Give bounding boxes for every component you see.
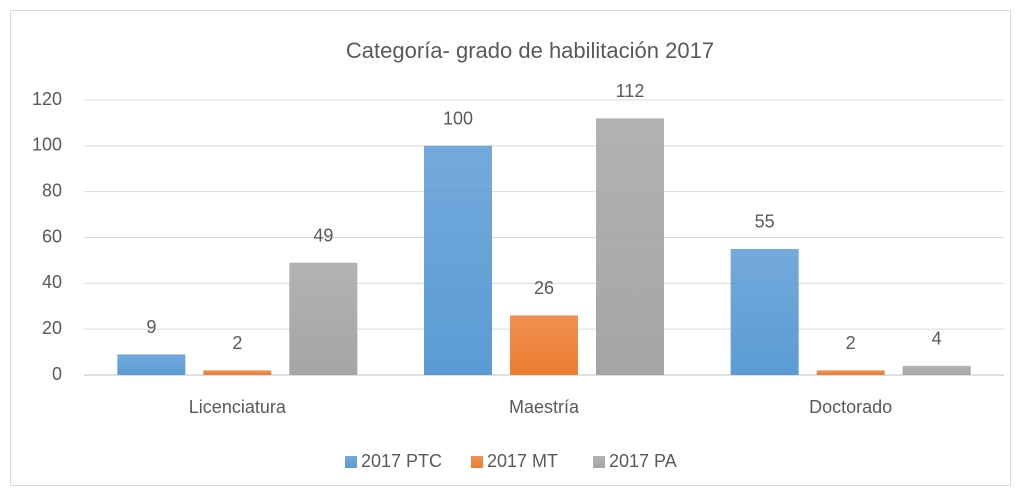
legend-swatch: [471, 456, 483, 468]
data-label: 4: [932, 329, 942, 349]
legend-swatch: [345, 456, 357, 468]
bar: [816, 370, 885, 375]
legend-label: 2017 PTC: [361, 451, 442, 471]
bar: [289, 262, 358, 375]
y-tick-label: 40: [42, 272, 62, 292]
data-label: 112: [616, 81, 645, 101]
x-tick-label: Licenciatura: [189, 397, 287, 417]
chart-title: Categoría- grado de habilitación 2017: [346, 38, 714, 63]
data-label: 49: [313, 225, 333, 245]
bar: [424, 145, 492, 375]
bar: [730, 248, 799, 375]
data-label: 9: [146, 317, 156, 337]
legend-swatch: [593, 456, 605, 468]
legend-label: 2017 MT: [487, 451, 558, 471]
bar: [902, 365, 971, 375]
y-tick-label: 20: [42, 318, 62, 338]
bar: [596, 118, 664, 375]
legend-label: 2017 PA: [609, 451, 677, 471]
y-tick-label: 120: [32, 89, 62, 109]
x-tick-label: Maestría: [509, 397, 580, 417]
bar: [203, 370, 272, 375]
data-label: 2: [232, 333, 242, 353]
data-label: 100: [443, 109, 473, 129]
y-tick-label: 0: [52, 364, 62, 384]
data-label: 2: [846, 333, 856, 353]
y-tick-label: 100: [32, 135, 62, 155]
x-tick-label: Doctorado: [809, 397, 892, 417]
data-label: 26: [534, 278, 554, 298]
y-tick-label: 80: [42, 180, 62, 200]
bar: [510, 315, 578, 375]
chart-border: [10, 10, 1011, 486]
data-label: 55: [755, 212, 775, 232]
bar: [117, 354, 186, 375]
y-tick-label: 60: [42, 226, 62, 246]
